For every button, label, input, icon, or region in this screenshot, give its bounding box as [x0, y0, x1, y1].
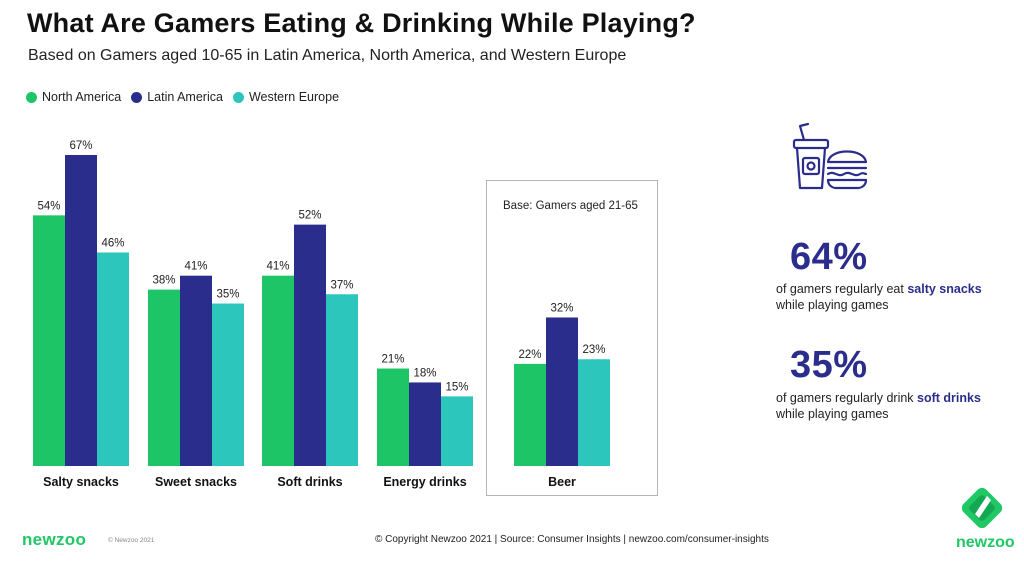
beer-base-note: Base: Gamers aged 21-65: [503, 200, 638, 212]
bar-energy-drinks-western-europe: [441, 396, 473, 466]
legend-label: Western Europe: [248, 90, 340, 104]
bar-value-label: 23%: [582, 344, 605, 356]
bar-value-label: 18%: [413, 367, 436, 379]
brand-wordmark[interactable]: newzoo: [956, 534, 1015, 551]
category-label: Beer: [548, 475, 576, 489]
bar-value-label: 41%: [266, 261, 289, 273]
bar-value-label: 15%: [445, 381, 468, 393]
stat-value-salty: 64%: [790, 236, 868, 278]
bar-value-label: 22%: [518, 349, 541, 361]
bar-salty-snacks-north-america: [33, 215, 65, 466]
category-label: Energy drinks: [383, 475, 466, 489]
legend-label: North America: [42, 90, 122, 104]
bar-value-label: 67%: [69, 140, 92, 152]
bar-beer-western-europe: [578, 359, 610, 466]
legend-swatch: [232, 91, 244, 103]
bar-value-label: 46%: [101, 237, 124, 249]
beer-base-box: [486, 180, 658, 496]
bar-sweet-snacks-latin-america: [180, 275, 212, 466]
bar-value-label: 35%: [216, 289, 239, 301]
stat-highlight: soft drinks: [917, 391, 981, 405]
page-subtitle: Based on Gamers aged 10-65 in Latin Amer…: [28, 47, 627, 64]
category-label: Sweet snacks: [155, 475, 237, 489]
soda-burger-icon: [790, 122, 872, 194]
bar-beer-north-america: [514, 363, 546, 466]
stat-highlight: salty snacks: [907, 282, 982, 296]
bar-beer-latin-america: [546, 317, 578, 466]
bar-value-label: 32%: [550, 302, 573, 314]
stat-value-soft: 35%: [790, 344, 868, 386]
bar-energy-drinks-north-america: [377, 368, 409, 466]
stat-text-salty: of gamers regularly eat salty snacks whi…: [776, 281, 986, 313]
legend-item-latin-america: Latin America: [131, 90, 223, 104]
legend-swatch: [131, 91, 143, 103]
legend-swatch: [26, 91, 37, 103]
bar-value-label: 52%: [298, 210, 321, 222]
bar-value-label: 37%: [330, 279, 353, 291]
bar-value-label: 21%: [381, 354, 404, 366]
bar-salty-snacks-latin-america: [65, 155, 97, 466]
footer-logo[interactable]: newzoo: [22, 530, 87, 549]
stat-text-part: while playing games: [776, 298, 889, 312]
bar-value-label: 38%: [152, 275, 175, 287]
legend-label: Latin America: [147, 90, 223, 104]
stat-text-part: of gamers regularly eat: [776, 282, 908, 296]
stat-text-part: of gamers regularly drink: [776, 391, 918, 405]
bar-value-label: 41%: [184, 261, 207, 273]
bar-sweet-snacks-north-america: [148, 289, 180, 466]
category-label: Salty snacks: [43, 475, 119, 489]
category-label: Soft drinks: [277, 475, 342, 489]
bar-soft-drinks-latin-america: [294, 224, 326, 466]
page-title: What Are Gamers Eating & Drinking While …: [27, 8, 696, 38]
bar-soft-drinks-north-america: [262, 275, 294, 466]
chart-legend: North America Latin America Western Euro…: [26, 90, 349, 104]
stat-text-part: while playing games: [776, 407, 889, 421]
newzoo-logo-icon: [958, 484, 1006, 532]
bar-salty-snacks-western-europe: [97, 252, 129, 466]
bar-sweet-snacks-western-europe: [212, 303, 244, 466]
legend-item-north-america: North America: [26, 90, 121, 104]
stat-text-soft: of gamers regularly drink soft drinks wh…: [776, 390, 986, 422]
bar-soft-drinks-western-europe: [326, 294, 358, 466]
bar-energy-drinks-latin-america: [409, 382, 441, 466]
bar-value-label: 54%: [37, 200, 60, 212]
footer-source: © Copyright Newzoo 2021 | Source: Consum…: [375, 534, 769, 545]
footer-small-copyright: © Newzoo 2021: [108, 537, 155, 544]
legend-item-western-europe: Western Europe: [232, 90, 340, 104]
